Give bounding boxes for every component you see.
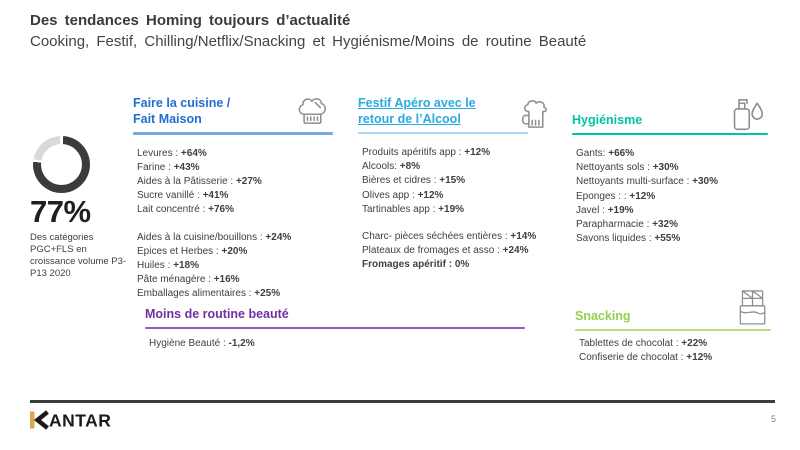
cuisine-list-2: Aides à la cuisine/bouillons : +24% Epice… [133,231,333,302]
list-item: Hygiène Beauté : -1,2% [149,337,255,349]
stat-block: 77% Des catégories PGC+FLS en croissance… [30,136,130,280]
list-item: Javel : +19% [576,204,634,216]
section-festif-title-line1: Festif Apéro avec le [358,96,476,110]
beer-mug-icon [515,98,555,139]
section-beaute-title-text: Moins de routine beauté [145,307,289,321]
stat-value: 77% [30,194,91,229]
list-item: Aides à la cuisine/bouillons : +24% [137,231,292,243]
list-item: Produits apéritifs app : +12% [362,147,491,158]
section-hygiene-title: Hygiénisme [572,95,768,128]
section-festif-rule [358,132,528,134]
list-item: Lait concentré : +76% [137,204,235,216]
list-item: Sucre vanillé : +41% [137,190,229,202]
page-subtitle: Cooking, Festif, Chilling/Netflix/Snacki… [30,33,587,50]
list-item: Fromages apéritif : 0% [362,259,470,271]
section-snacking: Snacking Tablettes de chocolat : +22% Con… [575,290,771,365]
section-beaute-title: Moins de routine beauté [145,306,525,322]
list-item: Aides à la Pâtisserie : +27% [137,175,262,187]
stat-caption: Des catégories PGC+FLS en croissance vol… [30,232,127,279]
list-item: Levures : +64% [137,147,207,159]
snacking-list: Tablettes de chocolat : +22% Confiserie d… [575,337,771,365]
section-festif-title-line2: retour de l’Alcool [358,112,461,126]
list-item: Farine : +43% [137,161,200,173]
list-item: Charc- pièces séchées entières : +14% [362,231,537,243]
section-cuisine-rule [133,132,333,135]
kantar-logo-gold-bar [30,411,35,429]
hygiene-list: Gants: +66% Nettoyants sols : +30% Nettoya… [572,147,768,246]
section-hygiene-title-text: Hygiénisme [572,113,643,127]
list-item: Tablettes de chocolat : +22% [579,338,708,349]
list-item: Nettoyants multi-surface : +30% [576,176,719,188]
section-cuisine: Faire la cuisine / Fait Maison Levures :… [133,95,333,302]
beaute-list: Hygiène Beauté : -1,2% [145,337,525,351]
kantar-logo-text: ANTAR [49,411,111,431]
list-item: Pâte ménagère : +16% [137,274,240,286]
section-festif: Festif Apéro avec le retour de l’Alcool … [358,95,550,273]
donut-chart [33,136,90,193]
list-item: Nettoyants sols : +30% [576,162,679,174]
section-snacking-rule [575,329,771,331]
list-item: Parapharmacie : +32% [576,219,679,231]
section-hygiene-rule [572,133,768,135]
page-title: Des tendances Homing toujours d’actualit… [30,12,351,29]
list-item: Olives app : +12% [362,189,444,201]
list-item: Gants: +66% [576,148,635,159]
list-item: Epices et Herbes : +20% [137,245,248,257]
list-item: Huiles : +18% [137,259,199,271]
section-snacking-title-text: Snacking [575,309,631,323]
section-festif-title: Festif Apéro avec le retour de l’Alcool [358,95,550,127]
list-item: Alcools: +8% [362,161,421,173]
chocolate-bar-icon [735,288,769,335]
cuisine-list-1: Levures : +64% Farine : +43% Aides à la Pâ… [133,147,333,218]
section-cuisine-title-line1: Faire la cuisine / [133,96,231,110]
section-hygiene: Hygiénisme Gants: +66% Nettoyants sols : … [572,95,768,246]
footer-divider [30,400,775,403]
page-number: 5 [770,414,776,424]
list-item: Bières et cidres : +15% [362,175,466,187]
chef-hat-icon [293,95,333,134]
list-item: Emballages alimentaires : +25% [137,288,281,300]
soap-dispenser-icon [730,93,764,140]
list-item: Savons liquides : +55% [576,233,681,245]
festif-list-1: Produits apéritifs app : +12% Alcools: +8… [358,146,550,217]
kantar-logo: ANTAR [30,410,122,435]
festif-list-2: Charc- pièces séchées entières : +14% Pla… [358,230,550,273]
section-snacking-title: Snacking [575,308,771,324]
list-item: Confiserie de chocolat : +12% [579,352,713,364]
section-cuisine-title-line2: Fait Maison [133,112,202,126]
list-item: Tartinables app : +19% [362,203,465,215]
section-beaute-rule [145,327,525,329]
section-cuisine-title: Faire la cuisine / Fait Maison [133,95,333,127]
section-beaute: Moins de routine beauté Hygiène Beauté :… [145,306,525,351]
list-item: Plateaux de fromages et asso : +24% [362,245,529,257]
list-item: Eponges : : +12% [576,190,656,202]
